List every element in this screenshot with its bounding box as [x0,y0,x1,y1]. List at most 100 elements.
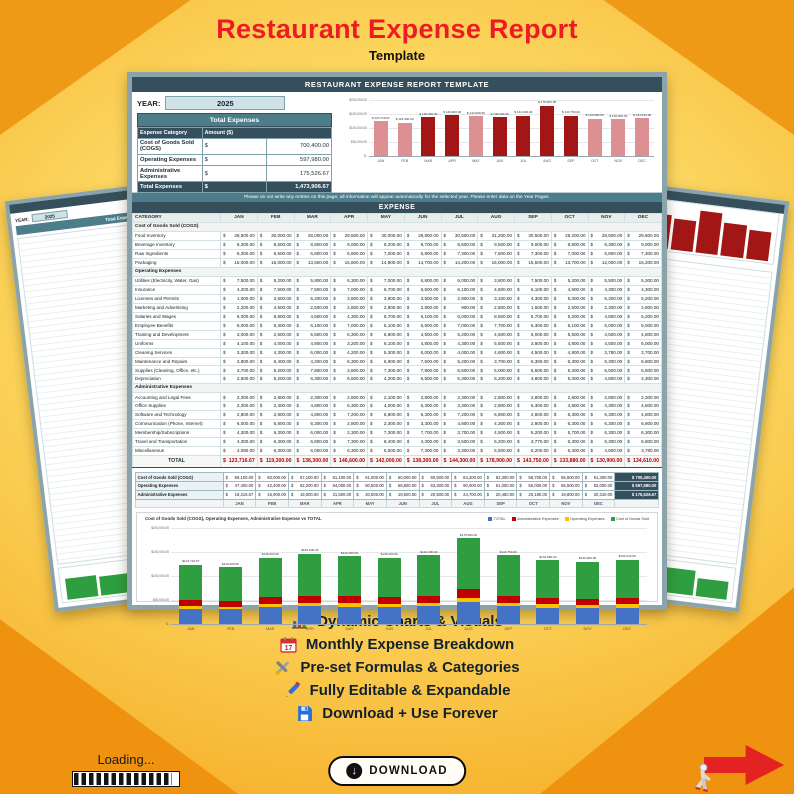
expense-cell: $5,200.00 [550,365,589,376]
expense-cell: $4,600.00 [587,445,626,456]
month-label: APR [320,498,355,509]
expense-cell: $4,300.00 [587,401,626,412]
stacked-bar [377,557,401,625]
expense-cell: $4,800.00 [514,374,552,385]
expense-cell: $900.00 [440,302,479,313]
expense-cell: $6,300.00 [587,356,626,367]
expense-cell: $4,600.00 [477,347,515,358]
summary-cell: $60,500.00 [353,480,387,491]
download-button[interactable]: ↓ DOWNLOAD [328,756,466,786]
expense-cell: $3,800.00 [330,294,368,304]
bar-segment [377,607,401,625]
bar-segment [457,538,481,590]
chart-slot: $130,900.00 [568,528,608,625]
expense-cell: $138,300.00 [293,454,332,469]
expense-category-label: Supplies (Cleaning, Office, etc.) [132,365,221,376]
expense-cell: $5,500.00 [477,445,515,456]
summary-row: Operating Expenses $47,400.00 $42,400.00 $6… [134,480,660,491]
expense-cell: $7,000.00 [367,249,405,260]
expense-cell: $8,500.00 [256,240,295,251]
expense-category-label: Licenses and Permits [132,294,221,304]
grand-total-label: Total Expenses [137,181,203,193]
x-tick-label: DEC [623,626,632,631]
expense-category-label: Maintenance and Repairs [132,356,221,367]
expense-cell: $15,000.00 [220,258,258,269]
expense-category-label: Cleaning Services [132,347,221,358]
section-header-row: Administrative Expenses [132,383,662,394]
month-label: MAR [287,498,322,509]
x-tick-label: JUL [520,158,527,163]
chart-bar [635,118,649,156]
expense-cell: $4,300.00 [440,338,479,349]
y-tick-label: $100,000.00 [349,126,367,130]
pencil-icon [285,682,300,697]
legend-swatch [610,516,615,521]
expense-cell: $6,000.00 [220,320,258,331]
month-label: AUG [451,498,485,509]
chart-x-axis: JAN FEB MAR APR MAY JUN JUL AUG SEP OCT NOV DEC [369,157,654,163]
expense-cell: $3,500.00 [403,294,442,304]
expense-cell: $7,000.00 [330,285,368,296]
x-tick-label: APR [448,158,456,163]
expense-cell: $5,200.00 [440,329,479,340]
expense-cell: $6,300.00 [330,445,368,456]
expense-cell: $6,300.00 [330,276,368,287]
y-tick-label: $- [364,154,367,158]
expense-cell: $2,500.00 [220,374,258,385]
month-header: SEP [514,212,552,224]
expense-cell: $5,300.00 [624,276,662,287]
expense-row: Cleaning Services $3,300.00 $4,300.00 $6,00… [132,347,662,358]
totals-row-amount: 175,526.67 [266,164,332,183]
expense-cell: $4,300.00 [403,437,442,447]
stacked-bar [258,557,282,625]
expense-cell: $6,800.00 [587,249,626,260]
expense-cell: $2,800.00 [624,302,662,313]
legend-item: Administrative Expenses [511,516,559,521]
stacked-bar [179,565,203,625]
expense-cell: $6,800.00 [477,410,515,421]
expense-cell: $4,300.00 [220,428,258,439]
gridline [171,552,647,554]
year-value[interactable]: 2025 [165,96,286,110]
totals-row-amount: 700,400.00 [266,137,332,156]
bar-segment [576,608,600,625]
stacked-bar [496,555,520,625]
expense-cell: $2,300.00 [624,392,662,403]
expense-cell: $7,000.00 [550,249,589,260]
summary-cell: $60,000.00 [255,472,289,482]
summary-cell: $64,200.00 [451,472,485,482]
year-selector[interactable]: YEAR: 2025 [137,96,332,110]
expense-cell: $6,500.00 [403,374,442,385]
expense-cell: $6,300.00 [293,419,332,430]
expense-cell: $9,200.00 [367,240,405,251]
expense-cell: $6,400.00 [256,356,295,367]
expense-cell: $2,800.00 [256,392,295,403]
expense-cell: $4,500.00 [256,302,295,313]
expense-cell: $7,500.00 [220,276,258,287]
summary-cell: $19,000.00 [287,489,322,500]
expense-category-label: Depreciation [132,374,221,385]
sheet-title: RESTAURANT EXPENSE REPORT TEMPLATE [304,80,490,89]
expense-cell: $3,000.00 [220,329,258,340]
legend-item: Operating Expenses [564,516,605,521]
expense-cell: $2,800.00 [403,302,442,313]
download-label: DOWNLOAD [369,765,448,777]
chart-slot: $ 138,300.00 [488,100,512,156]
legend-swatch [511,516,516,521]
expense-cell: $2,800.00 [587,392,626,403]
expense-cell: $6,800.00 [624,356,662,367]
month-label: MAY [353,498,387,509]
svg-text:17: 17 [284,645,292,652]
expense-cell: $6,700.00 [367,285,405,296]
bar-segment [496,602,520,607]
expense-cell: $2,500.00 [293,302,332,313]
total-expenses-table: Expense Category Amount ($) Cost of Good… [137,127,333,193]
expense-cell: $8,300.00 [220,240,258,251]
sheet-top-section: YEAR: 2025 Total Expenses Expense Catego… [132,92,662,193]
summary-cell: $20,180.00 [516,489,551,500]
expense-cell: $119,300.00 [256,454,295,469]
mini-year-label: YEAR: [14,216,30,223]
expense-cell: $6,100.00 [293,320,332,331]
expense-cell: $143,750.00 [514,454,552,469]
y-tick-label: $200,000.00 [151,526,169,531]
